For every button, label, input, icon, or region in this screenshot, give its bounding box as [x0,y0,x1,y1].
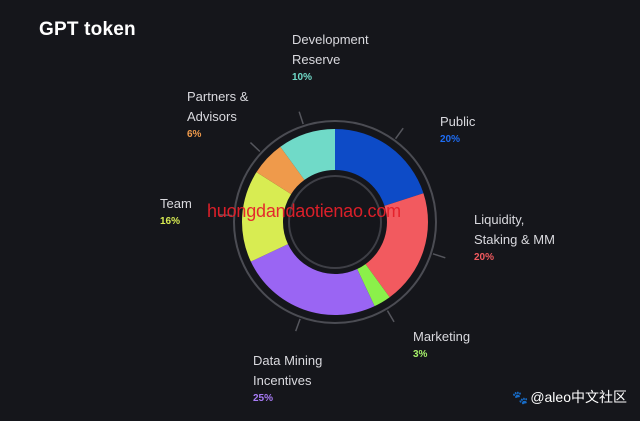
credit: 🐾 @aleo中文社区 [512,387,627,407]
inner-ring [288,175,382,269]
slice-development-reserve [280,129,335,180]
slice-label-percent: 25% [253,393,274,404]
connector-line [249,142,261,153]
slice-label-public: Public 20% [440,112,475,145]
connector-line [298,111,304,125]
connector-line [295,318,301,332]
slice-label-percent: 20% [440,134,461,145]
chart-title: GPT token [39,19,136,40]
credit-text: @aleo中文社区 [530,389,627,405]
slice-label-team: Team 16% [160,194,192,227]
slice-label-data-mining: Data Mining Incentives 25% [253,351,322,404]
slice-label-name: Development Reserve [292,32,369,67]
slice-label-development: Development Reserve 10% [292,30,369,83]
slice-label-percent: 3% [413,349,428,360]
connector-line [219,213,233,217]
slice-partners-advisors [256,146,305,195]
outer-ring [233,120,437,324]
slice-label-name: Marketing [413,329,471,344]
slice-public [335,129,424,206]
paw-icon: 🐾 [512,390,529,405]
slice-team [242,172,292,262]
connector-line [432,253,446,259]
slice-label-name: Team [160,196,192,211]
slice-label-percent: 20% [474,252,495,263]
slice-label-partners: Partners & Advisors 6% [187,87,248,140]
connector-line [394,127,404,140]
watermark-text: huongdandaotienao.com [207,201,401,221]
slice-label-name: Public [440,114,476,129]
slice-label-name: Data Mining Incentives [253,353,323,388]
slice-label-percent: 16% [160,216,181,227]
slice-liquidity-staking-mm [365,193,428,298]
slice-data-mining-incentives [250,244,375,315]
slice-label-marketing: Marketing 3% [413,327,470,360]
slice-label-percent: 10% [292,72,313,83]
slice-label-name: Partners & Advisors [187,89,249,124]
slice-label-percent: 6% [187,129,202,140]
slice-label-liquidity: Liquidity, Staking & MM 20% [474,210,555,263]
connector-line [386,310,395,323]
slice-marketing [357,264,390,307]
slice-label-name: Liquidity, Staking & MM [474,212,555,247]
